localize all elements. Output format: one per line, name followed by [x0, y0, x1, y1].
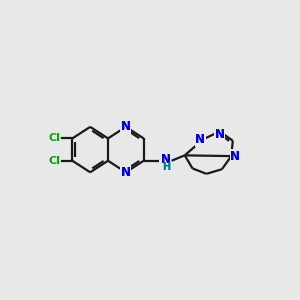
Text: N: N — [195, 134, 205, 146]
Text: N: N — [230, 150, 240, 163]
Text: N: N — [230, 150, 240, 163]
Text: N: N — [121, 120, 131, 134]
Text: N: N — [214, 128, 225, 141]
Text: N: N — [121, 120, 131, 134]
Text: N: N — [230, 150, 240, 163]
Text: N: N — [214, 128, 225, 141]
Text: N: N — [121, 166, 131, 179]
Text: N: N — [121, 166, 131, 179]
Text: Cl: Cl — [49, 156, 61, 166]
Text: N: N — [121, 120, 131, 134]
Text: H: H — [162, 162, 170, 172]
Text: H: H — [162, 162, 170, 172]
Text: N: N — [160, 154, 170, 166]
Text: Cl: Cl — [49, 134, 61, 143]
Text: N: N — [195, 134, 205, 146]
Text: N: N — [214, 128, 225, 141]
Text: N: N — [195, 134, 205, 146]
Text: N: N — [160, 154, 170, 166]
Text: N: N — [121, 166, 131, 179]
